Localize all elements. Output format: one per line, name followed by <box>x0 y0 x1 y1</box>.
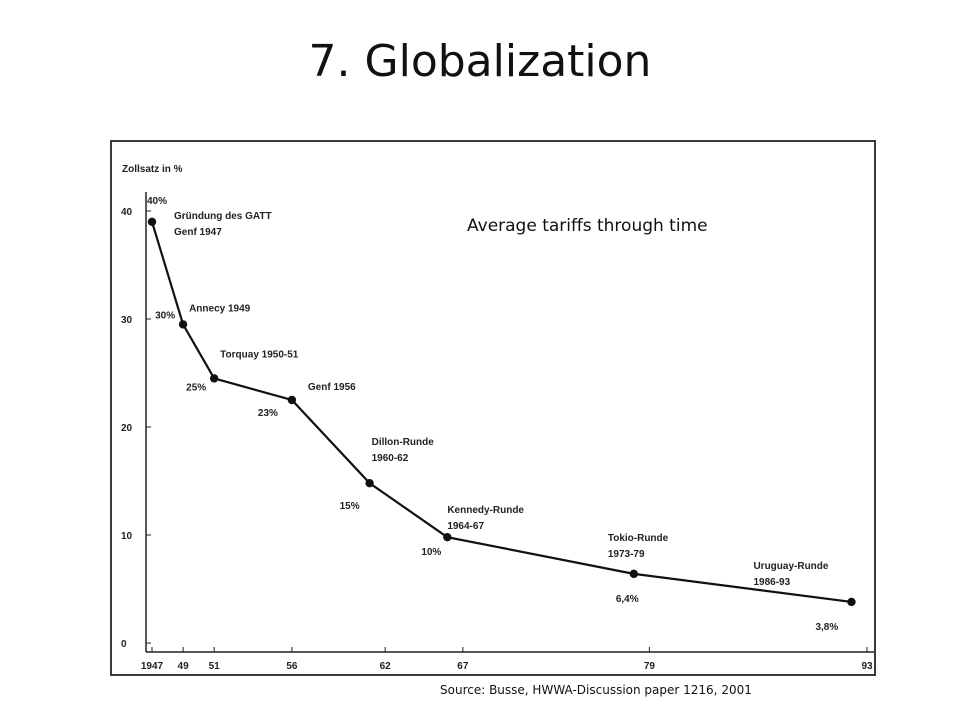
annotation-text: Uruguay-Runde <box>753 561 828 572</box>
chart-title: Average tariffs through time <box>467 216 708 236</box>
y-tick-label: 20 <box>121 423 133 434</box>
annotation-text: Tokio-Runde <box>608 533 669 544</box>
data-value-label: 40% <box>147 196 167 207</box>
x-tick-label: 79 <box>644 661 656 672</box>
x-tick-label: 49 <box>178 661 190 672</box>
annotation-text: 1973-79 <box>608 549 645 560</box>
y-axis-label: Zollsatz in % <box>122 164 183 175</box>
x-tick-label: 93 <box>861 661 873 672</box>
data-point <box>629 569 639 579</box>
data-point <box>178 320 188 329</box>
y-tick-label: 30 <box>121 315 133 326</box>
data-point <box>147 217 157 226</box>
x-tick-label: 62 <box>380 661 392 672</box>
data-point <box>209 374 219 383</box>
slide-title: 7. Globalization <box>308 36 652 87</box>
chart-frame: Zollsatz in % 0 10 20 30 40 1947 49 51 56 62 67 79 93… <box>110 140 876 676</box>
data-point <box>847 597 856 607</box>
source-note: Source: Busse, HWWA-Discussion paper 121… <box>440 683 752 697</box>
annotation-text: Gründung des GATT <box>174 211 272 222</box>
annotation-text: Genf 1956 <box>308 382 356 393</box>
tariff-line-chart: Zollsatz in % 0 10 20 30 40 1947 49 51 56 62 67 79 93… <box>121 164 874 672</box>
series-line <box>150 221 852 604</box>
y-tick-label: 10 <box>121 531 133 542</box>
annotation-text: Torquay 1950-51 <box>220 349 299 360</box>
data-value-label: 6,4% <box>616 594 639 605</box>
data-point <box>365 478 374 488</box>
annotation-text: Kennedy-Runde <box>447 505 524 516</box>
data-point <box>287 395 297 405</box>
x-tick-label: 1947 <box>141 661 164 672</box>
data-value-label: 10% <box>421 547 441 558</box>
annotation-text: Genf 1947 <box>174 227 222 238</box>
annotation-text: Annecy 1949 <box>189 303 251 314</box>
data-value-label: 30% <box>155 310 175 321</box>
x-tick-label: 67 <box>457 661 469 672</box>
y-tick-label: 40 <box>121 207 133 218</box>
data-value-label: 15% <box>340 501 360 512</box>
annotation-text: 1986-93 <box>753 577 790 588</box>
x-tick-label: 56 <box>286 661 298 672</box>
x-tick-label: 51 <box>209 661 221 672</box>
data-point <box>443 532 452 542</box>
y-tick-label: 0 <box>121 639 127 650</box>
data-value-label: 23% <box>258 408 278 419</box>
annotation-text: 1960-62 <box>372 453 409 464</box>
annotation-text: 1964-67 <box>447 521 484 532</box>
data-value-label: 3,8% <box>815 622 838 633</box>
data-value-label: 25% <box>186 382 206 393</box>
annotation-text: Dillon-Runde <box>372 437 435 448</box>
